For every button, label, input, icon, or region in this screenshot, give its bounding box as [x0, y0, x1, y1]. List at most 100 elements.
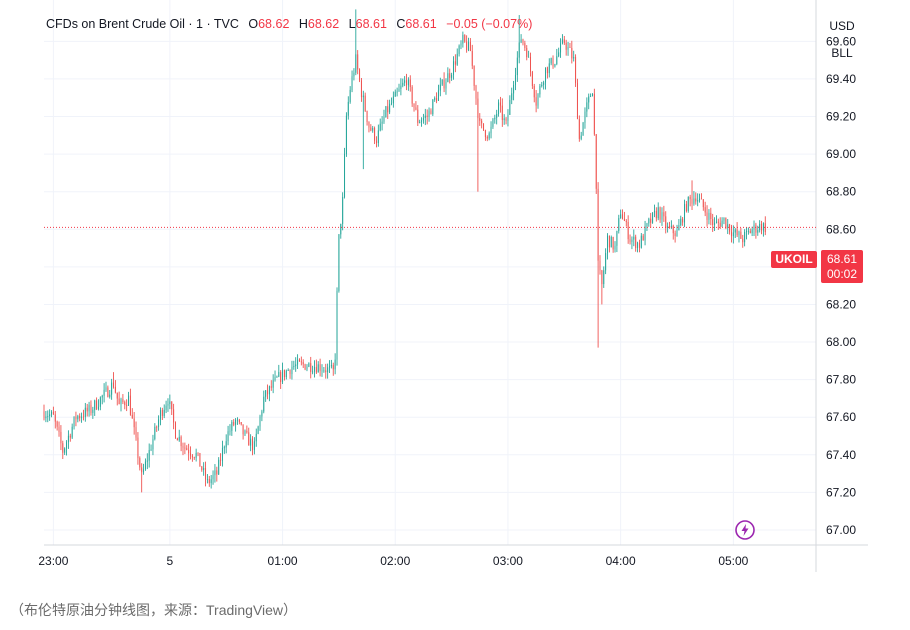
candle-body: [62, 443, 64, 453]
lightning-icon[interactable]: [735, 520, 755, 540]
low-label: L: [348, 17, 356, 31]
candle-body: [152, 439, 154, 450]
candle-body: [64, 448, 66, 453]
candle-body: [546, 67, 548, 74]
candle-body: [464, 34, 466, 42]
candle-body: [176, 438, 178, 441]
candle-body: [398, 88, 400, 92]
candle-body: [126, 405, 128, 406]
candle-body: [402, 82, 404, 86]
candle-body: [174, 422, 176, 439]
candle-body: [51, 411, 53, 415]
candle-body: [75, 416, 77, 420]
candle-body: [220, 459, 222, 461]
candle-body: [357, 54, 359, 70]
symbol-header: CFDs on Brent Crude Oil · 1 · TVC O68.62…: [46, 17, 532, 31]
candle-body: [436, 98, 438, 101]
candle-body: [443, 79, 445, 89]
candle-body: [439, 84, 441, 91]
candle-body: [481, 120, 483, 124]
candle-body: [627, 222, 629, 240]
candle-body: [545, 67, 547, 83]
candle-body: [344, 153, 346, 197]
currency-button[interactable]: USD: [829, 19, 855, 33]
y-tick-label: 67.40: [826, 448, 856, 462]
candle-body: [180, 436, 182, 447]
candle-body: [199, 452, 201, 467]
candle-body: [161, 410, 163, 416]
candle-body: [629, 239, 631, 242]
candle-body: [648, 218, 650, 224]
candle-body: [216, 470, 218, 475]
candle-body: [158, 419, 160, 427]
candle-body: [156, 426, 158, 428]
candle-body: [265, 390, 267, 397]
candle-body: [169, 401, 171, 405]
candle-body: [190, 453, 192, 456]
candle-body: [490, 126, 492, 134]
candle-body: [573, 57, 575, 59]
candle-body: [178, 436, 180, 441]
candle-body: [744, 232, 746, 243]
candle-body: [714, 222, 716, 225]
candle-body: [293, 366, 295, 367]
candle-body: [449, 73, 451, 78]
candle-body: [514, 75, 516, 86]
candle-body: [637, 242, 639, 248]
candle-body: [313, 367, 315, 372]
candle-body: [389, 103, 391, 113]
candle-body: [118, 398, 120, 405]
candle-body: [723, 217, 725, 221]
candle-body: [238, 419, 240, 423]
candle-body: [764, 223, 766, 233]
candle-body: [576, 82, 578, 120]
candle-body: [182, 446, 184, 448]
candle-body: [475, 85, 477, 99]
candle-body: [406, 80, 408, 86]
candle-body: [73, 416, 75, 427]
candle-body: [492, 119, 494, 127]
candle-body: [45, 416, 47, 419]
candle-body: [693, 198, 695, 204]
candle-body: [556, 56, 558, 65]
candle-body: [484, 130, 486, 137]
unit-button[interactable]: BLL: [831, 46, 853, 60]
grid-lines: [44, 0, 816, 545]
candle-body: [47, 416, 49, 417]
candle-body: [246, 430, 248, 433]
close-label: C: [396, 17, 406, 31]
candle-body: [691, 199, 693, 204]
candle-body: [528, 56, 530, 58]
candle-body: [129, 395, 131, 415]
candle-body: [642, 235, 644, 241]
y-tick-label: 67.80: [826, 373, 856, 387]
candle-body: [308, 363, 310, 367]
candle-body: [620, 214, 622, 219]
candle-body: [272, 380, 274, 388]
candle-body: [622, 214, 624, 219]
candle-body: [404, 80, 406, 83]
candle-body: [392, 96, 394, 104]
candle-body: [323, 370, 325, 372]
candle-body: [511, 93, 513, 100]
candle-body: [646, 223, 648, 227]
candle-body: [479, 118, 481, 121]
candle-body: [327, 367, 329, 373]
candle-body: [263, 396, 265, 412]
candle-body: [298, 359, 300, 362]
candle-body: [334, 359, 336, 370]
candle-body: [186, 448, 188, 450]
candle-body: [250, 438, 252, 446]
candle-body: [278, 372, 280, 377]
candle-body: [680, 218, 682, 226]
candle-body: [616, 230, 618, 246]
y-tick-label: 67.20: [826, 485, 856, 499]
candle-body: [684, 204, 686, 223]
y-tick-label: 67.00: [826, 523, 856, 537]
candle-body: [719, 222, 721, 227]
candle-body: [351, 76, 353, 90]
candle-body: [608, 235, 610, 248]
candle-body: [227, 431, 229, 442]
candle-body: [377, 130, 379, 144]
